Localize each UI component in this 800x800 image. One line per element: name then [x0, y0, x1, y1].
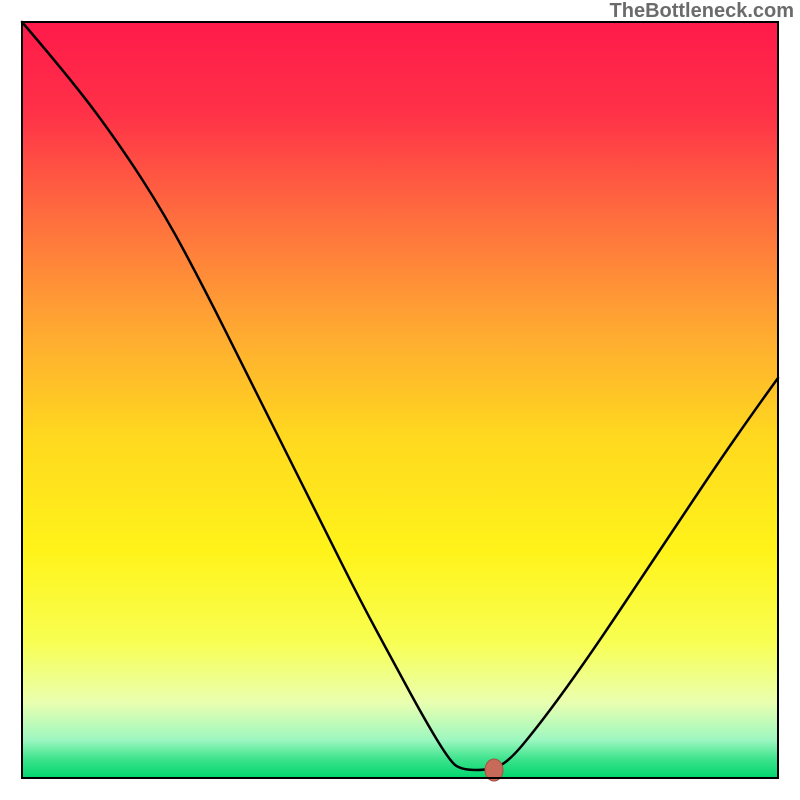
chart-container: TheBottleneck.com — [0, 0, 800, 800]
bottleneck-chart — [0, 0, 800, 800]
gradient-background — [22, 22, 778, 778]
watermark-text: TheBottleneck.com — [610, 0, 794, 23]
